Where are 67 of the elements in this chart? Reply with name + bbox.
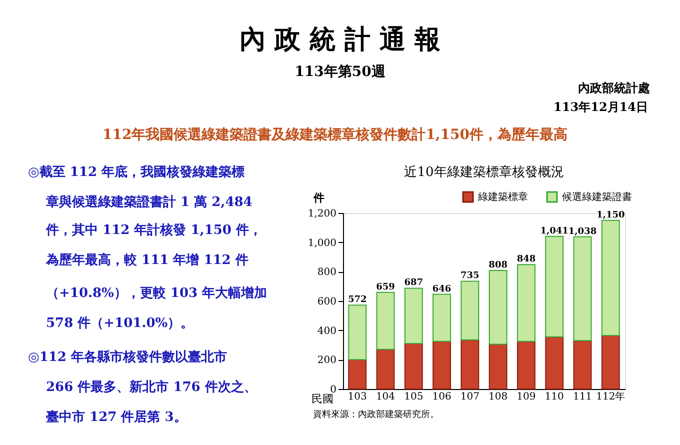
total-label: 687 <box>404 278 424 288</box>
total-label: 572 <box>348 295 367 306</box>
x-tick-label: 104 <box>376 392 396 402</box>
total-label: 1,038 <box>568 226 597 237</box>
text: 內 政 統 計 通 報 <box>239 25 441 55</box>
bar <box>516 264 536 342</box>
y-tick-label: 600 <box>317 296 336 308</box>
bar <box>432 294 452 342</box>
bar <box>460 280 480 340</box>
y-axis-title: 件 <box>312 192 324 204</box>
y-tick-label: 0 <box>330 384 336 396</box>
text: 266 件最多、新北市 176 件次之、 <box>46 379 257 395</box>
source-note: 資料來源：內政部建築研究所。 <box>313 409 439 420</box>
text: ◎112 年各縣市核發件數以臺北市 <box>28 349 228 365</box>
total-label: 1,150 <box>596 210 625 220</box>
x-tick-label: 103 <box>348 392 367 402</box>
y-tick-label: 1,000 <box>308 238 336 249</box>
bar <box>601 220 620 336</box>
x-tick-label: 107 <box>460 392 480 402</box>
bar <box>516 340 536 390</box>
text: 113年12月14日 <box>554 100 648 114</box>
total-label: 646 <box>432 284 452 294</box>
text: 臺中市 127 件居第 3。 <box>46 409 187 425</box>
total-label: 808 <box>488 260 508 270</box>
bar <box>404 288 423 344</box>
x-tick-label: 109 <box>516 392 536 402</box>
x-tick-label: 106 <box>432 392 452 402</box>
bar <box>488 270 508 345</box>
bar <box>376 292 395 350</box>
total-label: 659 <box>376 282 395 292</box>
x-tick-label: 112年 <box>596 390 626 402</box>
x-tick-label: 110 <box>544 392 564 402</box>
total-label: 735 <box>460 271 480 282</box>
bar <box>460 339 480 390</box>
bar <box>545 336 564 390</box>
text: 件，其中 112 年計核發 1,150 件， <box>45 222 262 238</box>
y-tick-label: 800 <box>317 267 336 278</box>
bar <box>573 340 592 390</box>
bar <box>601 334 620 390</box>
text: （+10.8%），更較 103 年大幅增加 <box>46 286 268 301</box>
bar <box>573 236 592 342</box>
bar <box>432 340 452 390</box>
text: 112年我國候選綠建築證書及綠建築標章核發件數計1,150件，為歷年最高 <box>102 126 568 143</box>
bar <box>348 304 367 360</box>
y-tick-label: 400 <box>317 326 336 337</box>
y-tick-label: 200 <box>317 355 336 366</box>
bar <box>488 344 508 390</box>
text: 113年第50週 <box>294 64 386 80</box>
text: ◎截至 112 年底，我國核發綠建築標 <box>28 164 245 180</box>
bar <box>545 236 564 338</box>
text: 內政部統計處 <box>578 81 650 95</box>
chart-title: 近10年綠建築標章核發概況 <box>404 165 564 180</box>
text: 為歷年最高，較 111 年增 112 件 <box>45 252 248 268</box>
x-axis-title: 民國 <box>312 392 334 406</box>
text: 章與候選綠建築證書計 1 萬 2,484 <box>45 194 252 210</box>
x-tick-label: 108 <box>488 392 508 402</box>
text: 578 件（+101.0%）。 <box>46 316 194 331</box>
bar <box>376 348 395 390</box>
total-label: 848 <box>516 254 536 265</box>
legend-label: 綠建築標章 <box>477 191 528 203</box>
bar <box>348 359 367 390</box>
x-tick-label: 105 <box>404 392 424 402</box>
total-label: 1,041 <box>540 226 568 236</box>
legend-label: 候選綠建築證書 <box>562 191 632 203</box>
y-tick-label: 1,200 <box>308 208 336 220</box>
bar <box>404 343 423 390</box>
x-tick-label: 111 <box>572 392 592 402</box>
